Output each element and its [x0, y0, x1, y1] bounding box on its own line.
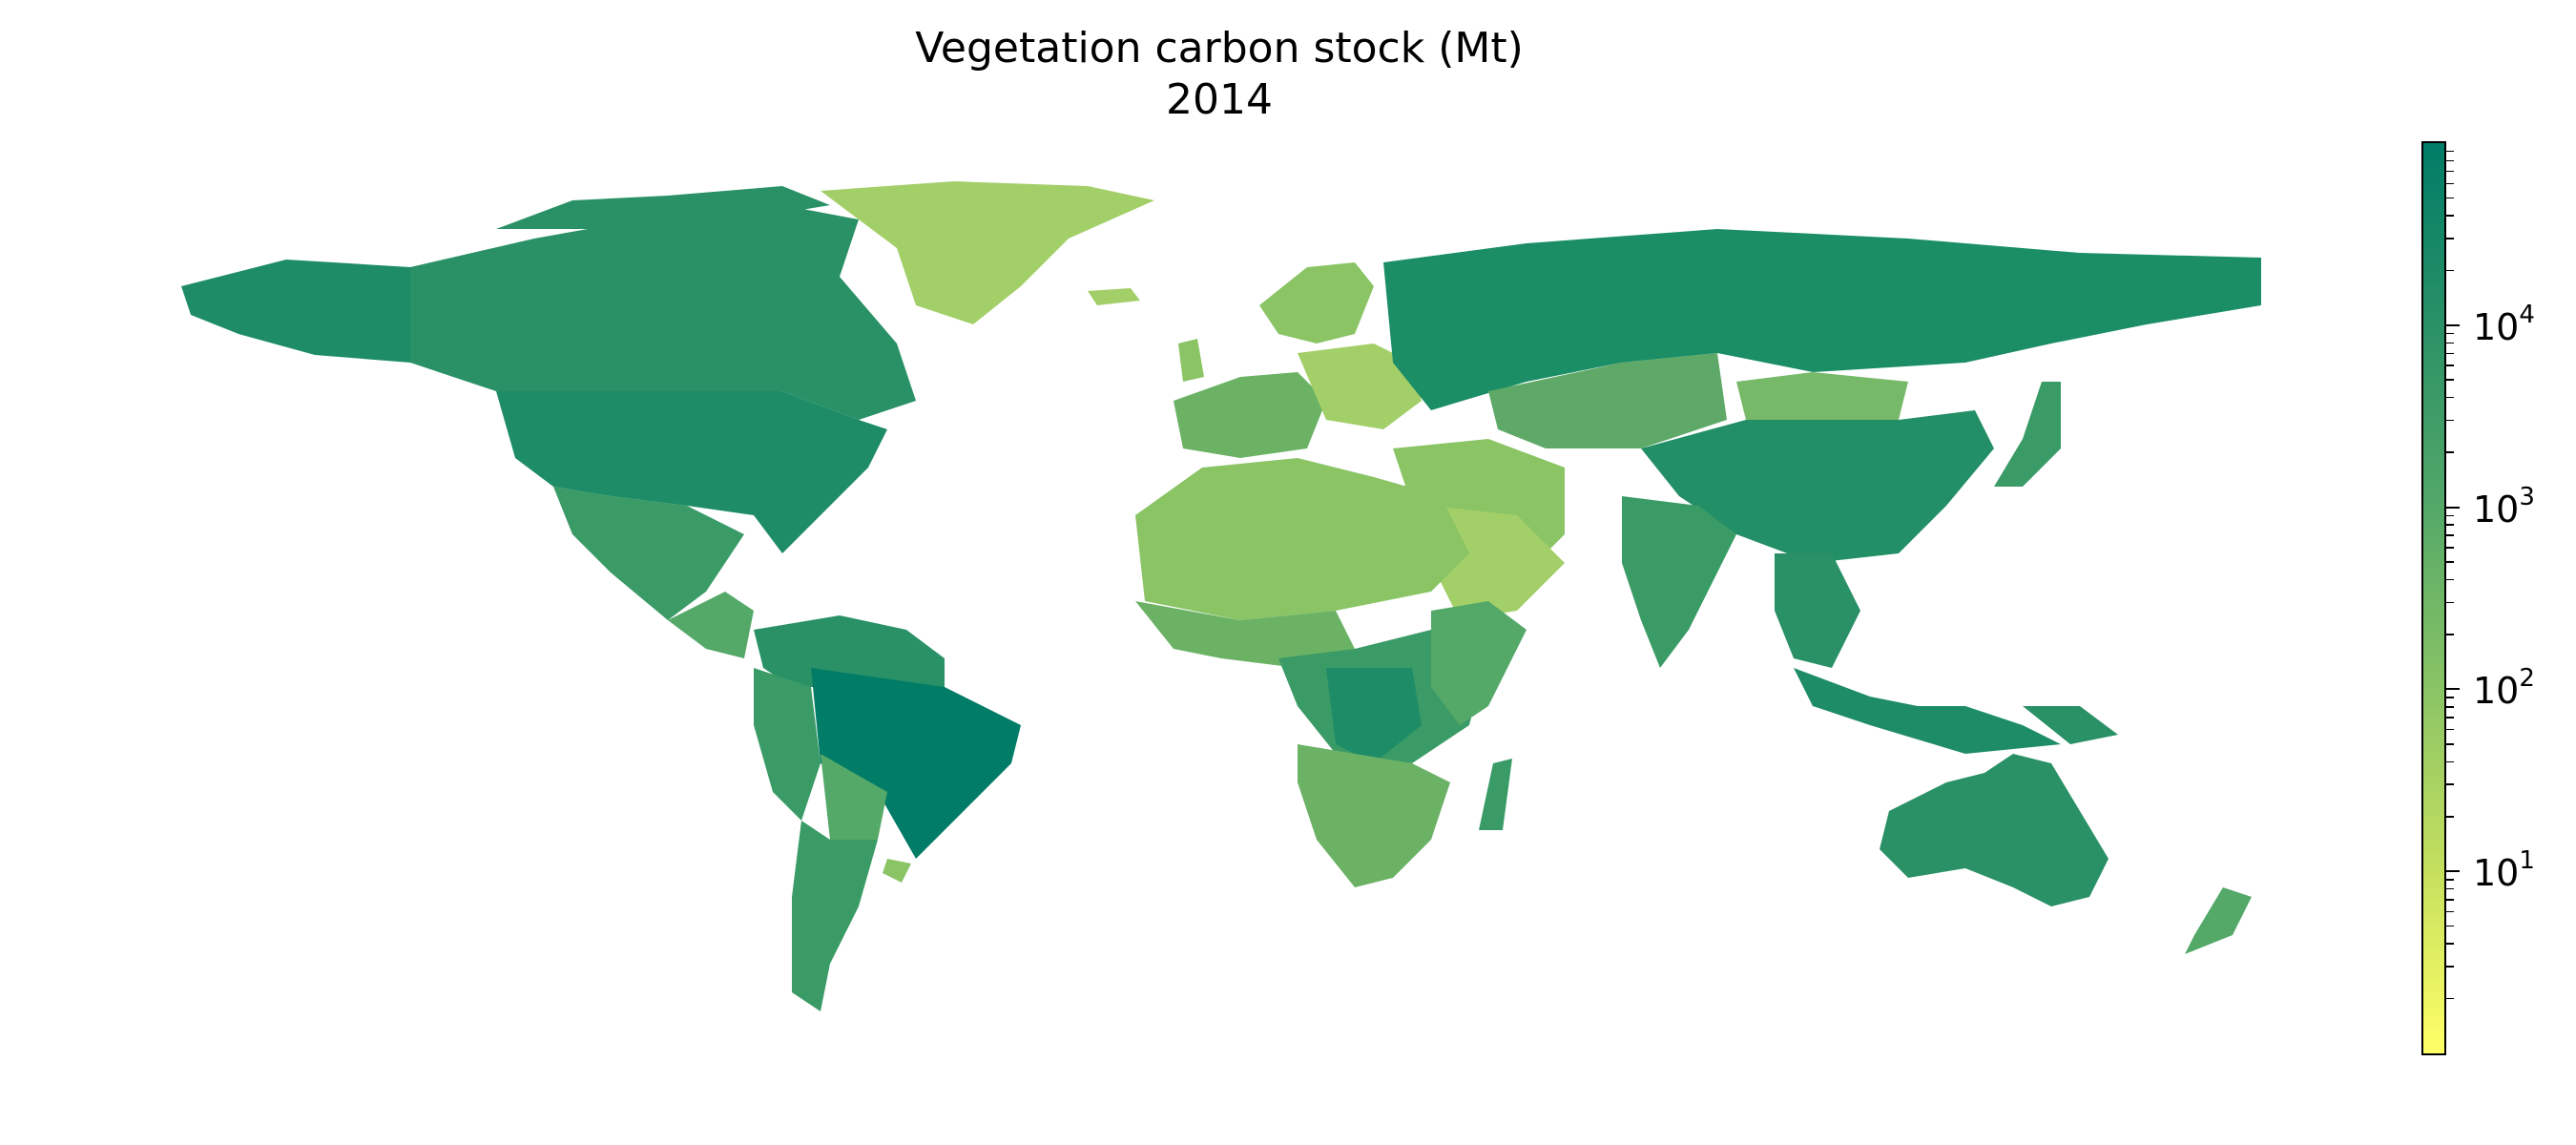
region-congo-basin[interactable] — [1326, 668, 1422, 763]
region-india[interactable] — [1622, 496, 1736, 668]
colorbar-minor-tick — [2446, 997, 2454, 1000]
region-peru-colombia[interactable] — [754, 668, 821, 821]
colorbar-minor-tick — [2446, 925, 2454, 927]
colorbar-major-tick — [2446, 688, 2460, 691]
colorbar-minor-tick — [2446, 717, 2454, 718]
colorbar-minor-tick — [2446, 601, 2454, 604]
colorbar-minor-tick — [2446, 783, 2454, 785]
region-west-africa[interactable] — [1135, 601, 1355, 668]
colorbar-minor-tick — [2446, 634, 2454, 635]
colorbar-minor-tick — [2446, 364, 2454, 366]
colorbar-minor-tick — [2446, 743, 2454, 745]
region-new-guinea[interactable] — [2023, 706, 2118, 744]
map-subtitle: 2014 — [1166, 75, 1273, 124]
region-united-states[interactable] — [496, 391, 887, 553]
colorbar-minor-tick — [2446, 379, 2454, 381]
region-mexico[interactable] — [553, 487, 744, 620]
region-eastern-europe[interactable] — [1298, 344, 1422, 429]
colorbar-minor-tick — [2446, 578, 2454, 581]
colorbar-minor-tick — [2446, 561, 2454, 563]
region-iceland[interactable] — [1088, 288, 1140, 305]
region-southeast-asia[interactable] — [1775, 553, 1860, 668]
region-uk[interactable] — [1178, 339, 1204, 382]
region-brazil[interactable] — [811, 668, 1021, 859]
region-bolivia-paraguay[interactable] — [821, 754, 887, 840]
colorbar-minor-tick — [2446, 514, 2454, 517]
region-central-america[interactable] — [668, 592, 754, 658]
region-new-zealand[interactable] — [2185, 887, 2252, 954]
region-australia[interactable] — [1880, 754, 2109, 906]
region-uruguay[interactable] — [883, 859, 911, 883]
colorbar-minor-tick — [2446, 352, 2454, 355]
region-southern-africa[interactable] — [1298, 744, 1450, 887]
colorbar-minor-tick — [2446, 159, 2454, 162]
colorbar-minor-tick — [2446, 706, 2454, 708]
region-argentina-chile[interactable] — [792, 821, 878, 1011]
region-japan[interactable] — [1994, 382, 2061, 487]
colorbar-minor-tick — [2446, 534, 2454, 536]
region-greenland[interactable] — [821, 181, 1154, 324]
colorbar-minor-tick — [2446, 943, 2454, 945]
colorbar-minor-tick — [2446, 728, 2454, 731]
colorbar-minor-tick — [2446, 396, 2454, 399]
colorbar-minor-tick — [2446, 451, 2454, 453]
region-north-africa[interactable] — [1135, 458, 1469, 620]
colorbar-minor-tick — [2446, 182, 2454, 185]
colorbar-minor-tick — [2446, 524, 2454, 526]
region-china[interactable] — [1641, 410, 1994, 563]
colorbar-minor-tick — [2446, 697, 2454, 698]
region-indonesia[interactable] — [1794, 668, 2061, 754]
world-map-regions — [181, 181, 2261, 1011]
region-arctic-islands[interactable] — [496, 186, 830, 229]
colorbar-minor-tick — [2446, 197, 2454, 199]
colorbar-minor-tick — [2446, 966, 2454, 968]
colorbar-minor-tick — [2446, 910, 2454, 913]
region-scandinavia[interactable] — [1259, 262, 1374, 344]
colorbar-tick-label: 102 — [2473, 664, 2535, 713]
colorbar-major-tick — [2446, 323, 2460, 326]
colorbar — [2421, 141, 2446, 1055]
colorbar-minor-tick — [2446, 419, 2454, 422]
colorbar-minor-tick — [2446, 269, 2454, 272]
region-alaska[interactable] — [181, 260, 410, 363]
colorbar-tick-label: 101 — [2473, 846, 2535, 895]
colorbar-minor-tick — [2446, 887, 2454, 890]
region-arabia[interactable] — [1431, 506, 1565, 620]
region-canada[interactable] — [410, 205, 916, 420]
map-title: Vegetation carbon stock (Mt) — [915, 24, 1524, 73]
colorbar-minor-tick — [2446, 547, 2454, 549]
region-south-america-north[interactable] — [754, 615, 945, 687]
colorbar-minor-tick — [2446, 342, 2454, 344]
world-map — [181, 181, 2261, 1011]
region-east-africa[interactable] — [1431, 601, 1527, 725]
colorbar-minor-tick — [2446, 150, 2454, 153]
colorbar-minor-tick — [2446, 238, 2454, 239]
colorbar-minor-tick — [2446, 760, 2454, 763]
colorbar-minor-tick — [2446, 332, 2454, 335]
region-mongolia[interactable] — [1736, 372, 1908, 429]
colorbar-tick-label: 103 — [2473, 482, 2535, 531]
region-kazakhstan[interactable] — [1488, 353, 1727, 448]
colorbar-minor-tick — [2446, 170, 2454, 173]
region-russia[interactable] — [1383, 229, 2261, 410]
colorbar-minor-tick — [2446, 899, 2454, 901]
colorbar-major-tick — [2446, 870, 2460, 873]
colorbar-minor-tick — [2446, 816, 2454, 818]
colorbar-minor-tick — [2446, 215, 2454, 217]
region-western-europe[interactable] — [1174, 372, 1326, 458]
colorbar-minor-tick — [2446, 879, 2454, 881]
region-madagascar[interactable] — [1479, 759, 1512, 830]
colorbar-major-tick — [2446, 506, 2460, 509]
colorbar-tick-label: 104 — [2473, 300, 2535, 348]
